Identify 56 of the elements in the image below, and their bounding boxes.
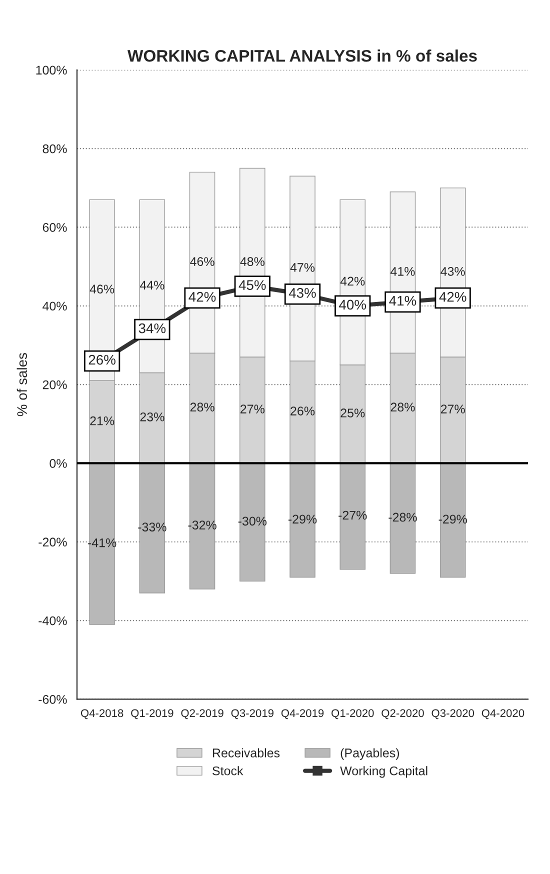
legend-label: Receivables [212,748,280,758]
bar [390,462,416,574]
y-tick-label: -20% [38,538,67,547]
y-tick-label: 0% [50,459,67,468]
bar [440,462,466,578]
data-label: 46% [190,257,214,266]
x-tick-label: Q4-2019 [281,709,324,720]
x-tick-label: Q3-2020 [432,709,474,720]
x-tick-label: Q2-2020 [382,709,424,720]
data-label: 27% [440,404,465,414]
chart-title: WORKING CAPITAL ANALYSIS in % of sales [127,50,477,62]
data-label: 28% [390,402,415,412]
data-label: -27% [338,510,367,520]
y-tick-label: 20% [42,380,67,390]
data-label: 47% [290,263,315,272]
data-label: 23% [140,412,164,422]
data-label: 28% [190,402,214,412]
data-label: 21% [90,416,114,426]
legend-label: Stock [212,766,244,776]
y-tick-label: 60% [42,223,67,232]
y-tick-label: -60% [38,695,67,704]
data-label: 48% [240,257,264,266]
bar [290,462,316,578]
x-tick-label: Q1-2019 [131,709,174,720]
y-tick-label: 40% [42,302,67,311]
bar [139,462,166,594]
bar [189,462,216,590]
bar [340,462,366,570]
y-tick-label: 100% [36,66,67,75]
x-tick-label: Q3-2019 [231,709,274,720]
x-tick-label: Q1-2020 [332,709,374,720]
data-label: 26% [290,406,315,416]
bar [240,462,266,582]
data-label: -41% [88,538,116,548]
legend-label: (Payables) [340,748,400,760]
data-label: -32% [188,520,216,530]
data-label: 46% [90,284,114,294]
data-label: -30% [238,516,267,526]
data-label: -29% [438,514,467,524]
data-label: -33% [138,522,166,532]
x-tick-label: Q4-2018 [80,709,124,720]
data-label: 27% [240,404,264,414]
legend-label: Working Capital [340,766,428,778]
data-label: 41% [390,267,415,276]
x-tick-label: Q2-2019 [181,709,224,720]
data-label: 44% [140,280,164,290]
y-axis-title: % of sales [16,353,28,416]
x-tick-label: Q4-2020 [482,709,524,720]
bar [89,462,115,625]
data-label: 43% [440,266,465,276]
y-tick-label: -40% [38,616,67,626]
data-label: 25% [340,408,365,418]
data-label: 42% [340,276,365,286]
y-tick-label: 80% [42,144,67,154]
data-label: -29% [288,514,317,524]
data-label: -28% [388,512,417,522]
